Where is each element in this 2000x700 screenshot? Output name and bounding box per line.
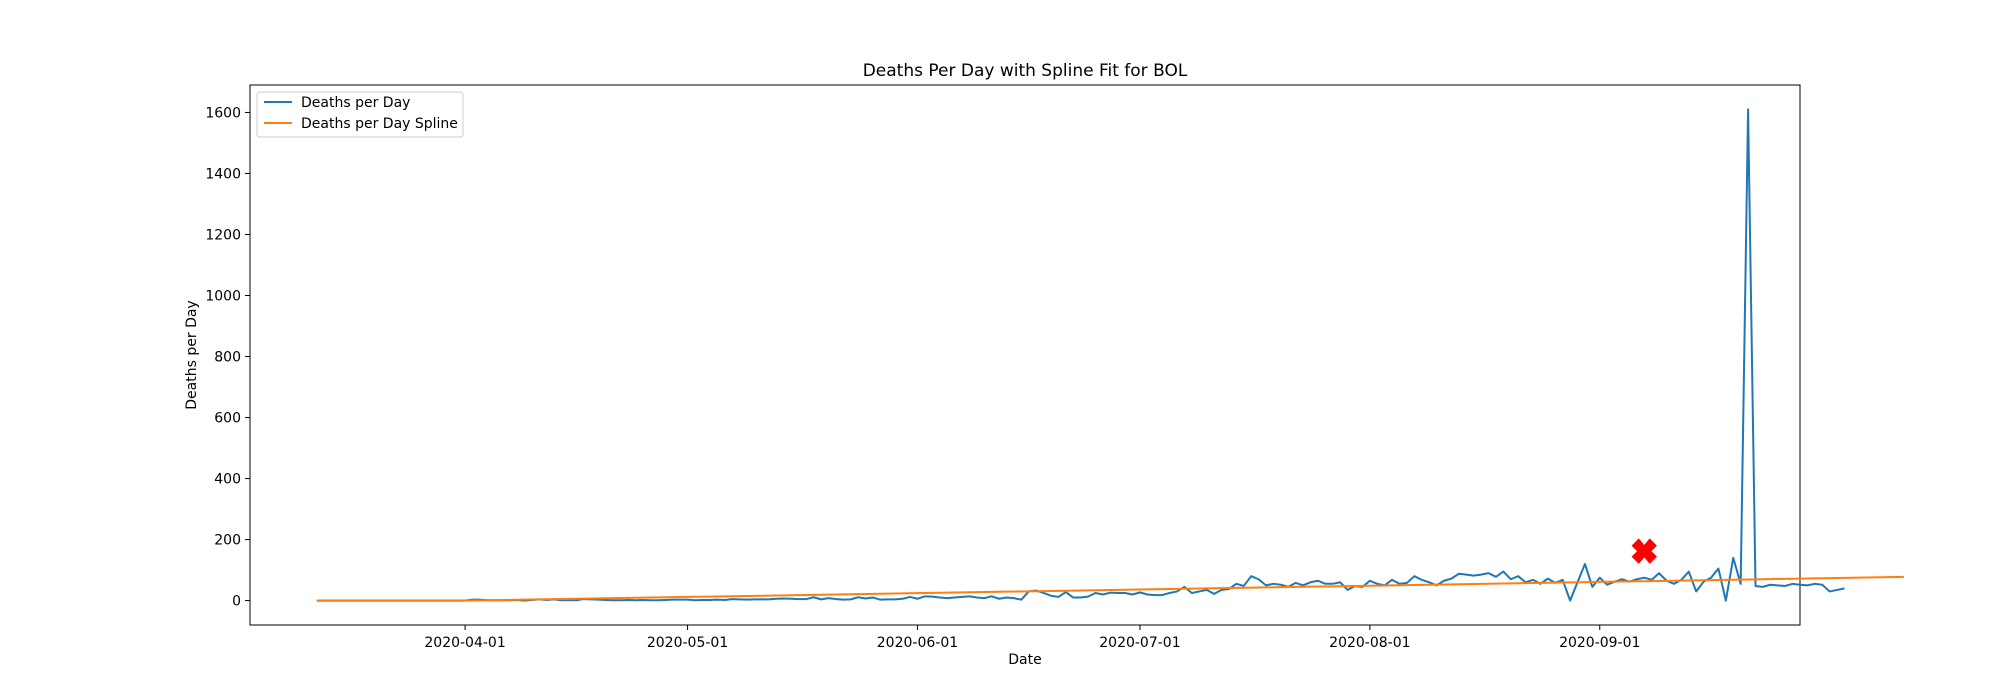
legend-label-deaths-per-day: Deaths per Day: [301, 95, 410, 111]
y-axis-title: Deaths per Day: [184, 300, 200, 409]
x-tick-label: 2020-09-01: [1559, 635, 1640, 651]
y-axis-ticks: 0 200 400 600 800 1000 1200 1400 1600: [205, 105, 250, 610]
y-tick-label: 1000: [205, 289, 241, 305]
y-tick-label: 800: [214, 350, 241, 366]
y-tick-label: 1400: [205, 166, 241, 182]
legend: Deaths per Day Deaths per Day Spline: [256, 91, 464, 138]
x-tick-label: 2020-04-01: [424, 635, 505, 651]
y-tick-label: 1200: [205, 227, 241, 243]
series-layer: [316, 108, 1904, 602]
y-tick-label: 0: [232, 594, 241, 610]
series-line-deaths-per-day: [316, 108, 1845, 602]
x-axis-title: Date: [1008, 652, 1041, 668]
legend-label-deaths-per-day-spline: Deaths per Day Spline: [301, 116, 458, 132]
x-tick-label: 2020-07-01: [1099, 635, 1180, 651]
x-tick-label: 2020-08-01: [1329, 635, 1410, 651]
chart-title: Deaths Per Day with Spline Fit for BOL: [863, 61, 1188, 81]
y-tick-label: 600: [214, 411, 241, 427]
legend-box: [256, 91, 464, 138]
x-tick-label: 2020-06-01: [877, 635, 958, 651]
y-tick-label: 1600: [205, 105, 241, 121]
series-line-deaths-per-day-spline: [316, 575, 1904, 602]
highlight-x-marker: [1631, 538, 1657, 564]
y-tick-label: 200: [214, 533, 241, 549]
x-axis-ticks: 2020-04-01 2020-05-01 2020-06-01 2020-07-01…: [424, 625, 1640, 651]
plot-area-frame: [249, 84, 1801, 626]
x-tick-label: 2020-05-01: [647, 635, 728, 651]
y-tick-label: 400: [214, 472, 241, 488]
